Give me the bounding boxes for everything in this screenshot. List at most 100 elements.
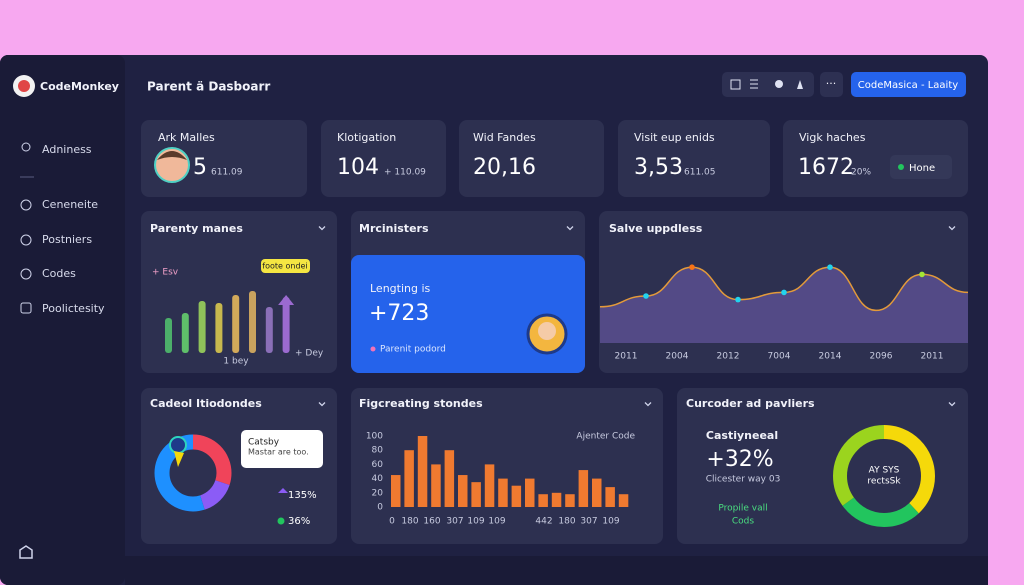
x-tick-label: 2012 <box>717 352 740 362</box>
bar <box>511 485 522 507</box>
x-tick-label: 160 <box>423 517 440 527</box>
link[interactable]: Cods <box>732 517 755 527</box>
x-tick-label: 180 <box>401 517 418 527</box>
mini-bar <box>249 291 256 353</box>
sidebar <box>0 55 125 585</box>
y-tick-label: 0 <box>377 503 383 513</box>
bar <box>618 494 629 507</box>
stat-sub: + 110.09 <box>384 168 426 178</box>
stat-card <box>618 120 770 197</box>
bar <box>458 475 468 507</box>
avatar-hair <box>157 151 187 160</box>
panel-title: Salve uppdless <box>609 222 703 235</box>
stat: 135% <box>288 490 317 501</box>
kpi-label: Castiyneeal <box>706 429 778 442</box>
settings-icon[interactable] <box>19 545 33 559</box>
kpi-value: +32% <box>706 447 773 472</box>
bar <box>538 494 548 507</box>
point <box>919 271 925 278</box>
badge-label: Hone <box>909 163 935 174</box>
dropdown-chevron <box>948 402 956 407</box>
donut-segment <box>154 434 232 512</box>
nav-item[interactable]: Postniers <box>42 233 92 246</box>
tooltip-title: Catsby <box>248 438 280 448</box>
toolbar-icon[interactable] <box>775 80 783 88</box>
donut-segment <box>833 425 935 527</box>
bar <box>417 436 428 507</box>
dropdown-chevron <box>566 226 574 231</box>
dropdown-chevron <box>644 402 652 407</box>
point <box>781 289 787 296</box>
stat-label: Vigk haches <box>799 131 866 144</box>
y-tick-label: 20 <box>372 488 384 498</box>
link[interactable]: Propile vall <box>718 504 767 514</box>
nav-item[interactable]: Adniness <box>42 143 92 156</box>
stat-label: Wid Fandes <box>473 131 536 144</box>
nav-item[interactable]: Poolictesity <box>42 302 105 315</box>
bar <box>471 482 481 507</box>
x-tick-label: 2011 <box>615 352 638 362</box>
page-title: Parent ä Dasboarr <box>147 80 270 94</box>
stat-card <box>459 120 604 197</box>
card-note: Parenit podord <box>380 345 446 355</box>
bar-chart: 0 20 40 60 80 100 0 180 160 307 109 109 442 180 307 109 <box>366 432 629 527</box>
bar <box>592 478 602 507</box>
badge[interactable] <box>890 155 952 179</box>
point <box>643 293 649 299</box>
mini-bar <box>215 303 223 353</box>
dropdown-chevron <box>318 226 326 231</box>
bar <box>551 492 562 507</box>
nav-item[interactable]: Ceneneite <box>42 198 98 211</box>
legend: Ajenter Code <box>576 432 635 442</box>
point <box>827 264 833 271</box>
bar <box>578 470 589 507</box>
x-tick-label: 0 <box>389 517 395 527</box>
x-tick-label: 2014 <box>819 352 842 362</box>
more-button[interactable] <box>820 72 843 97</box>
badge-dot <box>898 164 904 170</box>
chevrons <box>318 226 956 407</box>
dropdown-chevron <box>948 226 956 231</box>
card-label: Lengting is <box>370 282 431 295</box>
dropdown-chevron <box>318 402 326 407</box>
stat-value: 20,16 <box>473 155 536 180</box>
donut-center: rectsSk <box>867 477 901 487</box>
bar <box>605 487 615 507</box>
more-dots: ··· <box>826 77 837 90</box>
bar <box>498 478 508 507</box>
panel-title: Parenty manes <box>150 222 243 235</box>
header-button-label: CodeMasica - Laaity <box>858 80 958 91</box>
bar <box>525 478 535 507</box>
bar <box>565 494 575 507</box>
donut-center: AY SYS <box>869 466 900 476</box>
card-value: +723 <box>369 301 429 326</box>
line-area <box>600 267 968 343</box>
panel-title: Mrcinisters <box>359 222 429 235</box>
toolbar-icon[interactable] <box>750 79 758 89</box>
toolbar-icon[interactable] <box>797 80 803 89</box>
header-button[interactable] <box>851 72 966 97</box>
mini-bar <box>165 318 172 353</box>
avatar-face <box>538 322 556 340</box>
stat-value: 104 <box>337 155 379 180</box>
stat-value: 1672 <box>798 155 854 180</box>
mini-bar <box>181 313 189 353</box>
nav-icon <box>20 268 32 280</box>
toolbar[interactable] <box>722 72 814 97</box>
donut-segment <box>833 425 935 527</box>
card-dot <box>370 346 376 352</box>
arrow-head <box>278 295 295 305</box>
legend: + Esv <box>152 268 179 278</box>
point <box>689 264 695 271</box>
stat-sub: 611.05 <box>684 168 716 178</box>
stat-card <box>321 120 446 197</box>
x-tick-label: 7004 <box>768 352 791 362</box>
toolbar-icon[interactable] <box>730 79 741 90</box>
nav-icon <box>20 302 32 314</box>
nav-item[interactable]: Codes <box>42 267 76 280</box>
bar <box>431 464 441 507</box>
mini-bar <box>232 295 240 353</box>
y-tick-label: 40 <box>372 474 384 484</box>
tooltip-text: Mastar are too. <box>248 448 309 457</box>
